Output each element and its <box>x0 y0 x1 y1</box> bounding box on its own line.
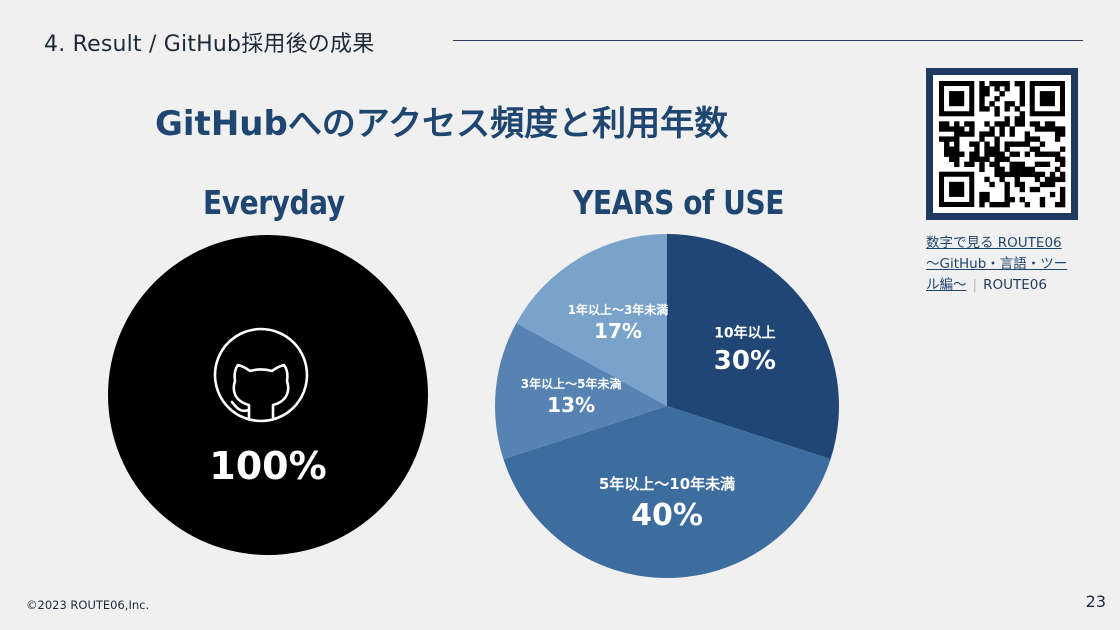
everyday-value-label: 100% <box>209 444 326 488</box>
reference-link[interactable]: 数字で見る ROUTE06 〜GitHub・言語・ツー ル編〜 | ROUTE06 <box>926 233 1096 296</box>
github-octocat-icon <box>213 327 309 423</box>
pie-category-label-3: 3年以上〜5年未満 <box>521 376 622 391</box>
pie-value-label-1: 30% <box>714 346 776 376</box>
pie-value-label-2: 40% <box>631 498 703 533</box>
everyday-slice <box>108 235 428 555</box>
section-divider <box>453 40 1083 41</box>
everyday-chart-title: Everyday <box>203 183 345 222</box>
pie-slice-1 <box>667 234 839 460</box>
pie-value-label-3: 13% <box>547 393 595 417</box>
link-line1[interactable]: 数字で見る ROUTE06 <box>926 235 1062 251</box>
pie-slice-3 <box>495 323 667 460</box>
everyday-svg: 100% <box>108 235 428 555</box>
pie-slice-4 <box>516 234 667 406</box>
pie-slice-2 <box>503 406 831 578</box>
copyright: ©2023 ROUTE06,Inc. <box>26 598 150 612</box>
pie-category-label-4: 1年以上〜3年未満 <box>568 302 669 317</box>
years-chart-title: YEARS of USE <box>573 183 785 222</box>
qr-code[interactable] <box>926 68 1078 220</box>
link-line3[interactable]: ル編〜 <box>926 277 967 293</box>
years-pie-chart: 10年以上 30% 5年以上〜10年未満 40% 3年以上〜5年未満 13% 1年以上〜3年… <box>493 232 841 584</box>
qr-code-icon <box>933 75 1071 213</box>
page-title: GitHubへのアクセス頻度と利用年数 <box>155 104 729 144</box>
link-source: ROUTE06 <box>983 277 1047 293</box>
years-pie-svg: 10年以上 30% 5年以上〜10年未満 40% 3年以上〜5年未満 13% 1年以上〜3年… <box>495 234 839 578</box>
pie-value-label-4: 17% <box>594 319 642 343</box>
section-title: 4. Result / GitHub採用後の成果 <box>44 32 375 57</box>
link-separator: | <box>972 277 978 293</box>
page-number: 23 <box>1085 592 1106 611</box>
everyday-chart: 100% <box>108 235 428 555</box>
pie-category-label-2: 5年以上〜10年未満 <box>599 475 735 493</box>
link-line2[interactable]: 〜GitHub・言語・ツー <box>926 256 1068 272</box>
pie-category-label-1: 10年以上 <box>714 325 775 342</box>
